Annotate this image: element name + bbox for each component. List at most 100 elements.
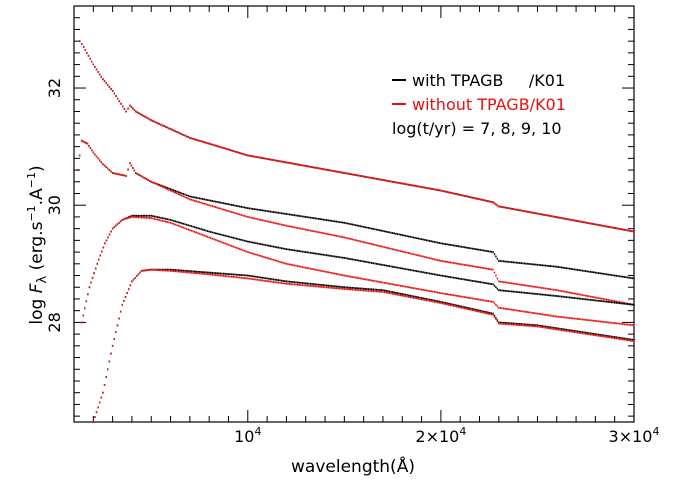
data-point [338, 256, 341, 259]
data-point [465, 307, 467, 310]
data-point [193, 272, 196, 274]
data-point [495, 318, 497, 321]
data-point [476, 280, 478, 283]
data-point [419, 298, 421, 300]
data-point [298, 265, 300, 268]
data-point [361, 287, 363, 290]
data-point [222, 208, 225, 211]
data-point [94, 66, 96, 68]
data-point [123, 218, 125, 221]
data-point [298, 250, 300, 253]
data-point [588, 270, 590, 273]
data-point [242, 277, 244, 279]
data-point [615, 336, 617, 339]
data-point [168, 268, 170, 271]
data-point [482, 249, 485, 252]
data-point [409, 294, 412, 297]
data-point [279, 279, 281, 282]
data-point [237, 213, 239, 215]
data-point [362, 260, 365, 263]
data-point [300, 250, 302, 253]
data-point [351, 223, 354, 226]
data-point [631, 339, 634, 342]
data-point [433, 258, 436, 261]
data-point [622, 323, 624, 325]
data-point [198, 197, 201, 200]
data-point [345, 236, 347, 239]
data-point [444, 243, 447, 245]
data-point [557, 266, 560, 268]
data-point [377, 178, 379, 181]
data-point [155, 121, 157, 124]
data-point [139, 216, 141, 219]
data-point [604, 334, 606, 337]
data-point [471, 196, 474, 199]
data-point [403, 250, 405, 253]
data-point [288, 248, 291, 251]
data-point [126, 217, 128, 220]
data-point [171, 188, 173, 191]
data-point [142, 214, 144, 217]
data-point [163, 269, 165, 272]
data-point [309, 282, 312, 285]
data-point [280, 160, 283, 163]
series-without-tpagb-9 [81, 216, 635, 327]
data-point [435, 291, 437, 294]
data-point [227, 273, 230, 275]
data-point [612, 335, 614, 338]
data-point [160, 269, 162, 272]
data-point [134, 216, 136, 219]
data-point [523, 323, 526, 326]
data-point [189, 136, 191, 139]
data-point [303, 284, 305, 287]
data-point [317, 285, 320, 288]
data-point [84, 49, 86, 51]
data-point [448, 191, 450, 194]
x-tick-label: 104 [234, 425, 261, 446]
data-point [535, 286, 537, 288]
data-point [305, 266, 307, 269]
data-point [271, 158, 273, 161]
data-point [498, 280, 500, 283]
data-point [322, 168, 325, 171]
data-point [496, 204, 499, 207]
data-point [630, 303, 632, 306]
data-point [136, 111, 139, 114]
data-point [218, 233, 220, 235]
data-point [321, 270, 323, 272]
data-point [597, 297, 600, 300]
data-point [560, 328, 563, 330]
data-point [214, 200, 217, 203]
data-point [527, 311, 529, 314]
data-point [192, 271, 194, 274]
data-point [463, 307, 466, 310]
data-point [350, 223, 352, 226]
data-point [319, 285, 321, 288]
data-point [192, 196, 194, 198]
data-point [111, 227, 114, 230]
data-point [187, 136, 189, 138]
data-point [140, 216, 143, 219]
data-point [129, 104, 131, 107]
data-point [460, 194, 463, 197]
data-point [231, 273, 233, 276]
data-point [119, 220, 122, 223]
data-point [430, 187, 432, 190]
data-point [478, 198, 480, 200]
data-point [422, 298, 424, 301]
data-point [602, 320, 605, 323]
data-point [390, 283, 392, 285]
data-point [366, 288, 368, 290]
data-point [200, 201, 202, 204]
data-point [285, 213, 288, 215]
data-point [504, 289, 506, 292]
data-point [467, 195, 469, 198]
data-point [412, 287, 415, 290]
data-point [559, 266, 561, 269]
data-point [173, 223, 175, 225]
data-point [152, 268, 154, 271]
data-point [432, 300, 434, 303]
y-tick-label: 28 [45, 312, 64, 332]
data-point [337, 287, 339, 290]
data-point [387, 282, 389, 285]
